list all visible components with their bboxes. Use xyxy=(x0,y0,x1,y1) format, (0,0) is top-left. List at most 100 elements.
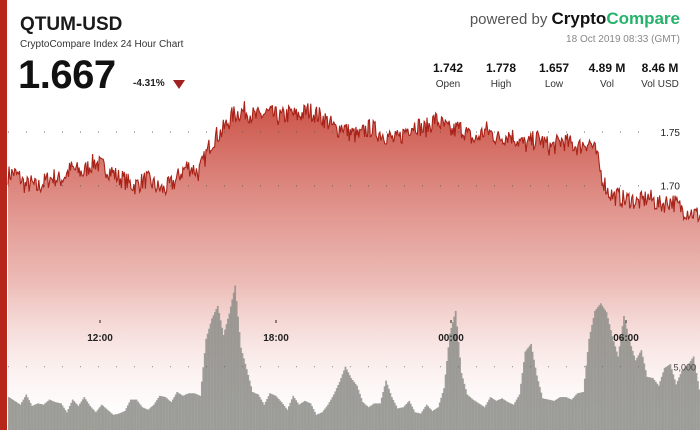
volume-bar xyxy=(32,405,35,430)
volume-bar xyxy=(105,408,107,430)
volume-bar xyxy=(525,349,528,430)
volume-bar xyxy=(640,350,643,430)
volume-bar xyxy=(563,397,566,430)
volume-bar xyxy=(575,394,577,430)
volume-bar xyxy=(282,404,284,430)
volume-bar xyxy=(376,403,379,430)
volume-bar xyxy=(81,399,84,430)
volume-bar xyxy=(401,407,403,430)
volume-bar xyxy=(121,412,123,430)
volume-bar xyxy=(86,401,89,430)
powered-by[interactable]: powered by CryptoCompare xyxy=(470,9,680,29)
x-tick-label: 06:00 xyxy=(613,333,639,344)
volume-bar xyxy=(309,403,312,430)
volume-bar xyxy=(234,285,237,430)
volume-bar xyxy=(605,312,608,430)
volume-bar xyxy=(45,402,48,430)
volume-bar xyxy=(202,367,205,430)
volume-bar xyxy=(35,404,38,430)
volume-bar xyxy=(657,385,660,430)
volume-bar xyxy=(393,402,396,430)
volume-bar xyxy=(512,404,515,430)
volume-bar xyxy=(240,347,242,430)
volume-bar xyxy=(511,404,514,430)
volume-bar xyxy=(145,409,148,430)
volume-bar xyxy=(612,341,615,430)
volume-bar xyxy=(669,364,672,430)
volume-bar xyxy=(408,400,411,430)
volume-bar xyxy=(270,393,273,430)
volume-bar xyxy=(140,405,142,430)
volume-bar xyxy=(50,400,52,430)
volume-bar xyxy=(441,393,444,430)
x-tick-label: 00:00 xyxy=(438,333,464,344)
volume-bar xyxy=(360,398,363,430)
volume-bar xyxy=(660,376,663,430)
chart-subtitle: CryptoCompare Index 24 Hour Chart xyxy=(20,39,184,50)
volume-bar xyxy=(344,366,347,430)
volume-bar xyxy=(215,309,218,430)
volume-bar xyxy=(417,412,419,430)
volume-bar xyxy=(241,353,244,430)
volume-bar xyxy=(12,399,15,430)
volume-bar xyxy=(108,411,110,430)
volume-bar xyxy=(470,398,473,430)
volume-bar xyxy=(591,324,593,430)
stat-value: 8.46 M xyxy=(641,61,679,75)
volume-bar xyxy=(457,342,460,430)
volume-bar xyxy=(595,309,598,430)
volume-bar xyxy=(478,403,480,430)
volume-bar xyxy=(61,405,64,430)
volume-bar xyxy=(161,396,164,430)
volume-bar xyxy=(553,400,556,430)
volume-bar xyxy=(218,313,221,430)
volume-bar xyxy=(266,399,268,430)
volume-bar xyxy=(256,393,258,430)
volume-bar xyxy=(42,404,45,430)
volume-bar xyxy=(491,398,493,430)
volume-bar xyxy=(314,411,316,430)
volume-bar xyxy=(588,338,591,430)
volume-bar xyxy=(547,399,550,430)
volume-bar xyxy=(523,362,525,430)
volume-bar xyxy=(607,318,609,430)
volume-bar xyxy=(389,393,392,430)
stat-high: 1.778 High xyxy=(473,61,529,90)
volume-bar xyxy=(195,393,197,430)
volume-bar xyxy=(137,401,139,430)
volume-bar xyxy=(324,408,327,430)
volume-bar xyxy=(655,381,657,430)
volume-bar xyxy=(285,407,287,430)
volume-bar xyxy=(312,409,315,430)
volume-bar xyxy=(649,377,651,430)
volume-bar xyxy=(347,372,350,430)
volume-bar xyxy=(586,352,589,430)
volume-bar xyxy=(524,351,527,430)
volume-bar xyxy=(460,373,463,430)
volume-tick-label: 5,000 xyxy=(673,363,696,373)
volume-bar xyxy=(58,403,61,430)
volume-bar xyxy=(283,405,286,430)
volume-bar xyxy=(272,394,274,430)
volume-bar xyxy=(665,367,667,430)
volume-bar xyxy=(372,404,374,430)
volume-bar xyxy=(602,307,605,430)
volume-bar xyxy=(338,381,341,430)
volume-bar xyxy=(190,393,193,430)
page-title: QTUM-USD xyxy=(20,14,123,35)
volume-bar xyxy=(404,405,406,430)
volume-bar xyxy=(579,392,582,430)
volume-bar xyxy=(150,407,152,430)
stat-label: Vol USD xyxy=(641,79,679,90)
volume-bar xyxy=(546,399,548,430)
volume-bar xyxy=(359,393,361,430)
stat-low: 1.657 Low xyxy=(526,61,582,90)
volume-bar xyxy=(494,399,496,430)
volume-bar xyxy=(100,404,103,430)
volume-bar xyxy=(440,397,443,430)
volume-bar xyxy=(557,398,560,430)
volume-bar xyxy=(486,402,489,430)
volume-bar xyxy=(48,399,51,430)
volume-bar xyxy=(435,408,438,430)
volume-bar xyxy=(189,393,192,430)
